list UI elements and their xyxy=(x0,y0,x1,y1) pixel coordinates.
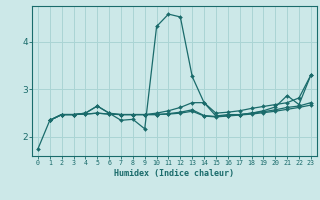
X-axis label: Humidex (Indice chaleur): Humidex (Indice chaleur) xyxy=(115,169,234,178)
